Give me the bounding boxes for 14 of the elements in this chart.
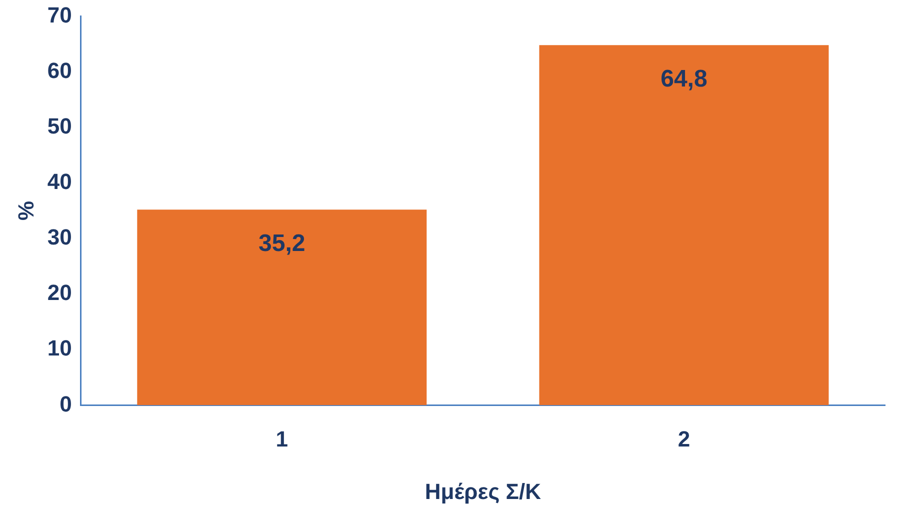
- y-axis-title: %: [13, 200, 38, 220]
- y-tick-label: 30: [47, 224, 72, 250]
- data-label: 35,2: [258, 230, 306, 258]
- y-tick-label: 50: [47, 113, 72, 138]
- x-tick-label: 2: [678, 426, 690, 452]
- y-tick-label: 70: [47, 2, 72, 28]
- y-tick-label: 0: [60, 391, 72, 416]
- y-tick-label: 20: [47, 280, 72, 306]
- data-label: 64,8: [660, 66, 708, 93]
- x-tick-label: 1: [276, 426, 288, 452]
- y-tick-label: 60: [47, 58, 72, 83]
- y-tick-label: 40: [47, 168, 72, 194]
- y-tick-label: 10: [47, 336, 72, 361]
- x-axis-title: Ημέρες Σ/Κ: [424, 478, 542, 504]
